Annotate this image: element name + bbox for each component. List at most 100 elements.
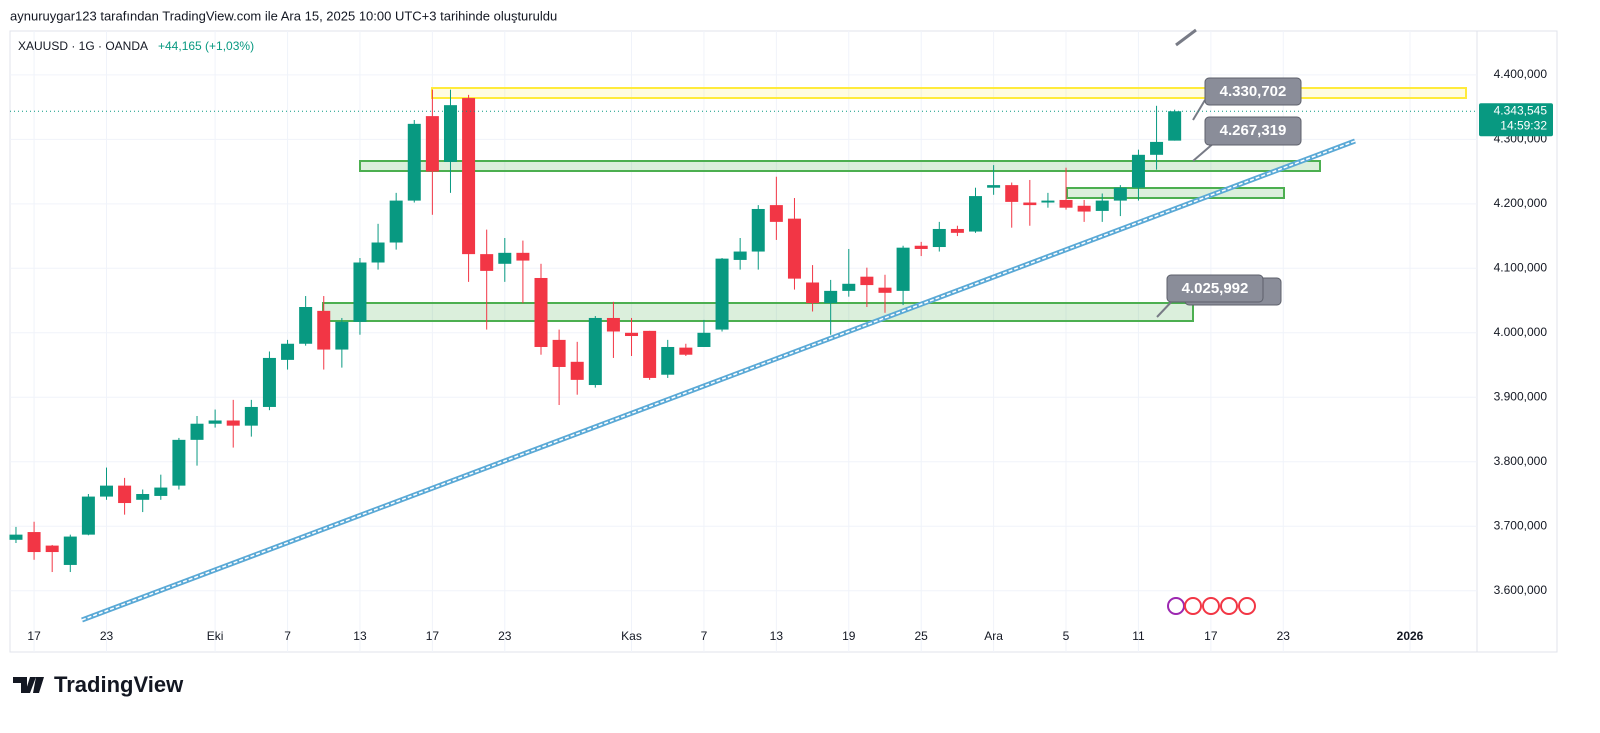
candle-body [27, 532, 41, 553]
arrow-drawing [1175, 28, 1197, 47]
last-price-box [1479, 103, 1553, 137]
candle-body [842, 283, 856, 291]
candle-body [969, 196, 983, 232]
x-tick-label: 7 [284, 629, 291, 643]
candle-body [552, 339, 566, 367]
support-zone [359, 160, 1321, 172]
candle-body [606, 317, 620, 332]
x-tick-label: 17 [27, 629, 41, 643]
x-tick-label: Ara [984, 629, 1003, 643]
y-tick-label: 3.700,000 [1494, 518, 1548, 532]
candle-body [516, 252, 530, 261]
x-tick-label: 5 [1063, 629, 1070, 643]
candle-body [769, 205, 783, 222]
candle-body [1077, 205, 1091, 212]
candle-body [45, 545, 59, 553]
candle-body [824, 290, 838, 304]
candle-body [299, 307, 313, 344]
trendline-center [81, 140, 1356, 621]
candle-body [407, 123, 421, 201]
last-price-label: 4.343,545 [1494, 103, 1548, 117]
candle-body [733, 251, 747, 260]
x-tick-label: 13 [353, 629, 367, 643]
x-tick-label: Kas [621, 629, 642, 643]
candle-body [136, 494, 150, 500]
candle-body [1131, 154, 1145, 188]
candle-body [480, 254, 494, 271]
x-tick-label: 13 [770, 629, 784, 643]
candle-body [99, 485, 113, 497]
candle-body [697, 332, 711, 347]
x-tick-label: Eki [207, 629, 224, 643]
candle-body [81, 496, 95, 535]
logo-mark [13, 677, 44, 693]
candle-body [1113, 187, 1127, 201]
y-tick-label: 3.900,000 [1494, 389, 1548, 403]
candles [9, 89, 1182, 573]
candle-body [317, 310, 331, 350]
callout-box [1204, 116, 1302, 146]
candle-body [462, 98, 476, 255]
candle-body [190, 423, 204, 440]
candle-body [244, 406, 258, 426]
candle-body [643, 330, 657, 378]
candle-body [1059, 199, 1073, 208]
candle-body [226, 420, 240, 426]
candle-body [570, 361, 584, 380]
x-tick-label: 23 [1277, 629, 1291, 643]
y-tick-label: 4.100,000 [1494, 260, 1548, 274]
event-icon[interactable] [1167, 597, 1185, 615]
candle-body [371, 242, 385, 263]
candle-body [443, 105, 457, 162]
candle-body [534, 277, 548, 347]
x-tick-label: 11 [1132, 629, 1145, 643]
candle-body [498, 252, 512, 264]
y-tick-label: 4.400,000 [1494, 67, 1548, 81]
event-icon[interactable] [1202, 597, 1220, 615]
symbol: XAUUSD · 1G · OANDA [18, 39, 148, 53]
x-tick-label: 2026 [1397, 629, 1424, 643]
candle-body [588, 317, 602, 386]
y-tick-label: 4.000,000 [1494, 325, 1548, 339]
event-icon[interactable] [1184, 597, 1202, 615]
y-tick-label: 3.600,000 [1494, 583, 1548, 597]
callout-box [1166, 274, 1264, 303]
candle-body [389, 200, 403, 243]
candle-body [679, 347, 693, 355]
candle-body [63, 536, 77, 565]
y-tick-label: 3.800,000 [1494, 454, 1548, 468]
callout: 4.267,319 [1192, 116, 1302, 162]
change: +44,165 (+1,03%) [158, 39, 254, 53]
candle-body [950, 228, 964, 233]
candle-body [353, 262, 367, 322]
candle-body [1150, 141, 1164, 155]
candle-body [751, 208, 765, 252]
candle-body [661, 346, 675, 375]
logo-text: TradingView [54, 672, 184, 697]
candle-body [878, 287, 892, 293]
chart-frame [9, 30, 1558, 653]
candle-body [1168, 111, 1182, 141]
candle-body [806, 282, 820, 304]
event-icon[interactable] [1220, 597, 1238, 615]
candle-body [896, 247, 910, 291]
callout: 4.025,992 [1156, 274, 1282, 318]
candle-body [425, 116, 439, 172]
logo: TradingView [13, 672, 184, 697]
candle-body [208, 420, 222, 424]
x-tick-label: 17 [1204, 629, 1218, 643]
caption: aynuruygar123 tarafından TradingView.com… [10, 8, 557, 23]
event-icon[interactable] [1238, 597, 1256, 615]
candle-body [787, 218, 801, 279]
candle-body [262, 357, 276, 407]
candle-body [1023, 202, 1037, 206]
candle-body [1041, 200, 1055, 203]
callout-text: 4.025,992 [1182, 280, 1249, 297]
candle-body [281, 343, 295, 360]
candle-body [154, 487, 168, 496]
x-tick-label: 25 [915, 629, 929, 643]
candle-body [9, 534, 23, 540]
x-tick-label: 17 [426, 629, 440, 643]
